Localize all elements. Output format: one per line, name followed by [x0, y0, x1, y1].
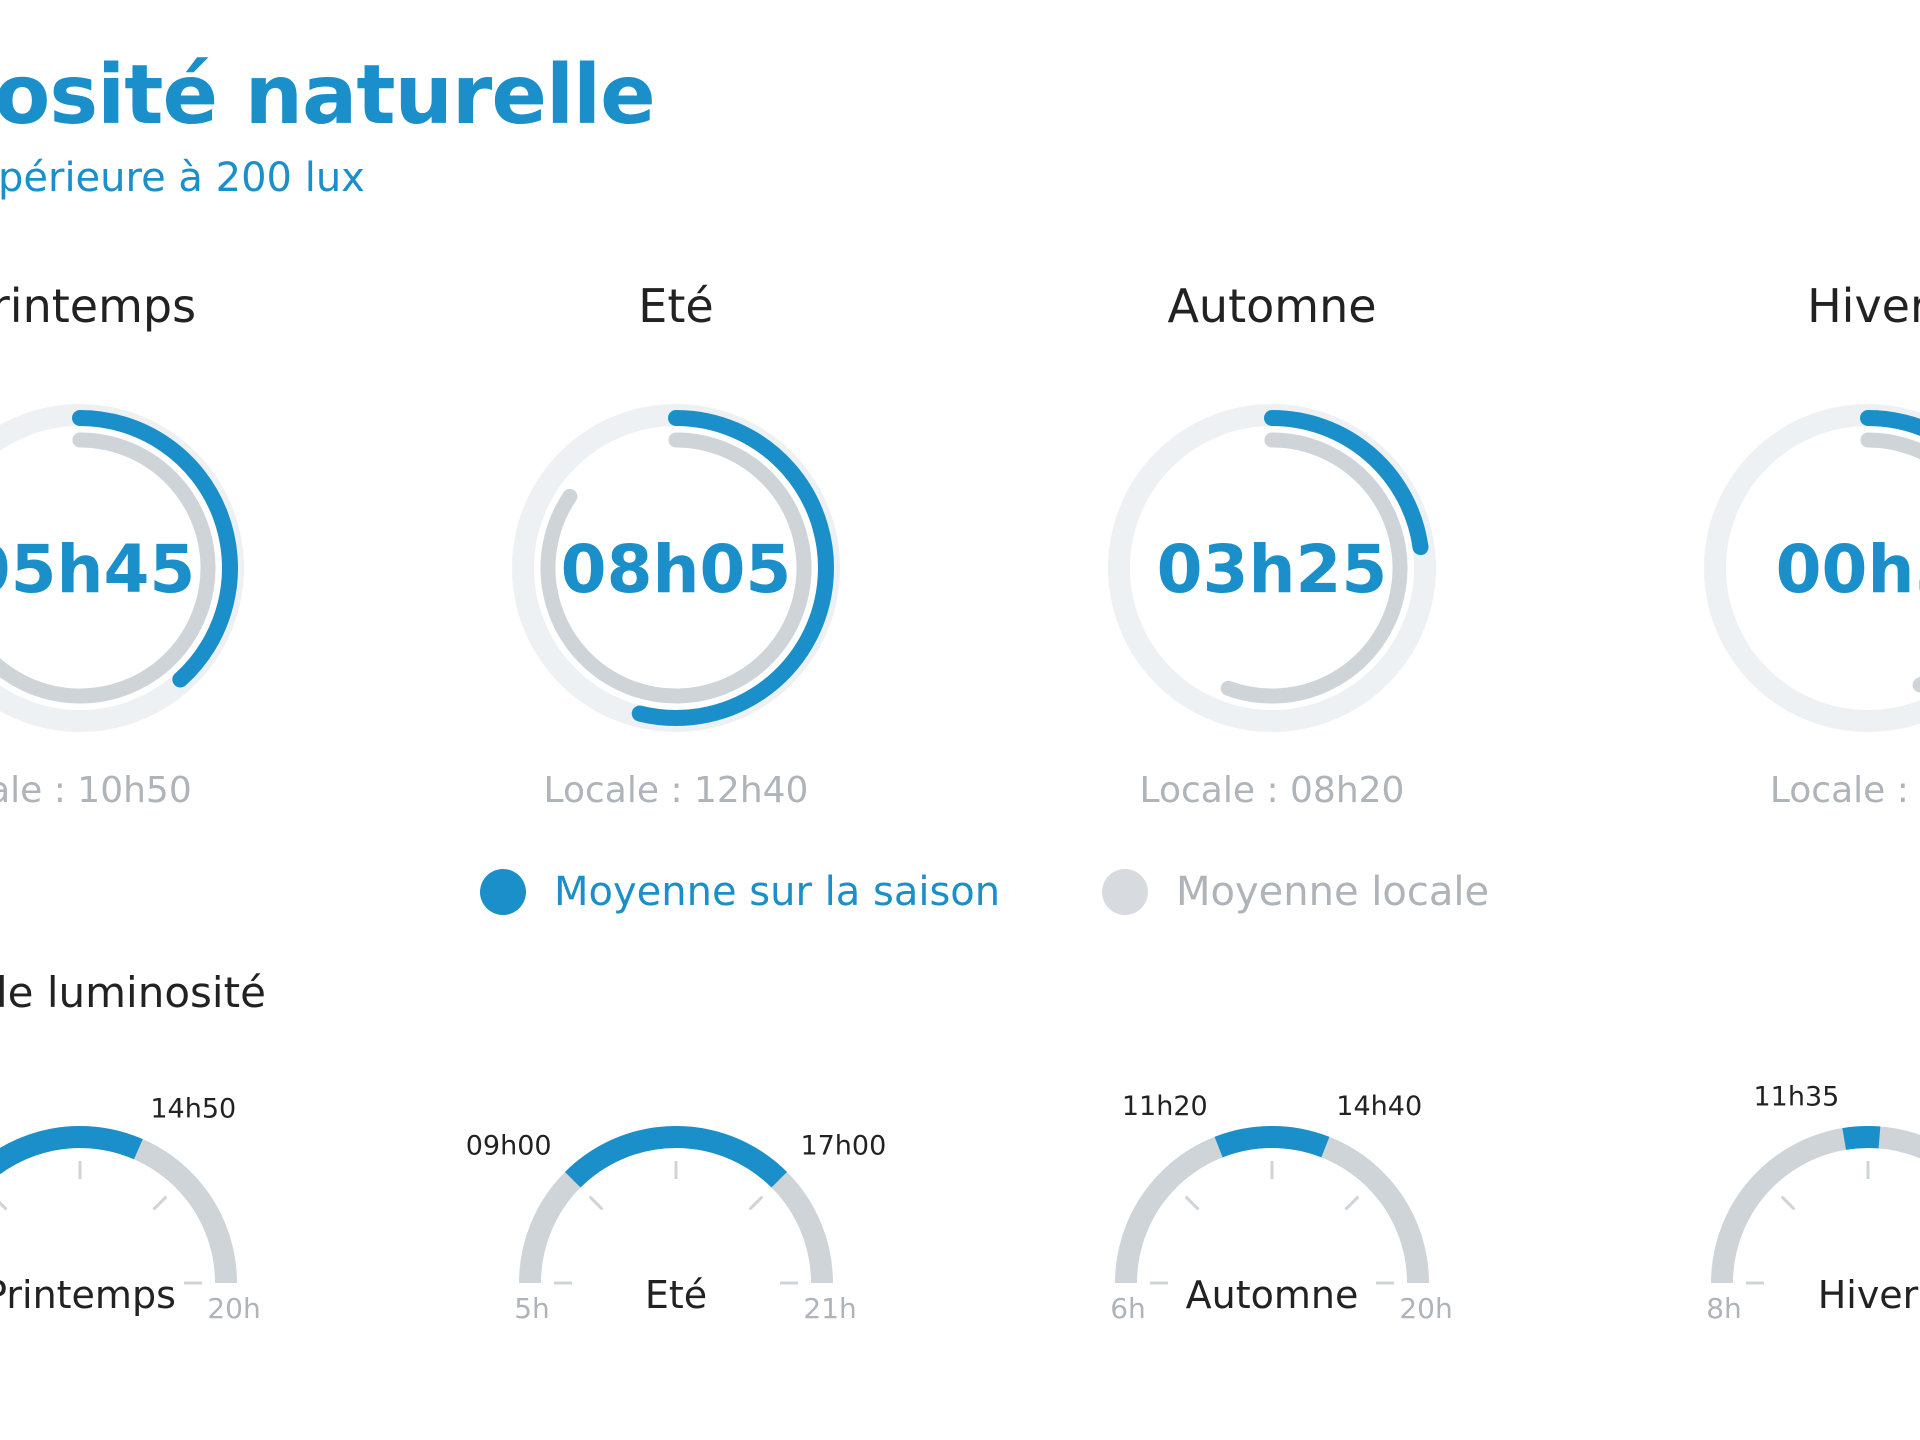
- page-subtitle: périeure à 200 lux: [0, 155, 365, 201]
- gauge-track-printemps: [0, 1126, 237, 1284]
- legend-local-label: Moyenne locale: [1176, 869, 1490, 915]
- radial-value-ete: 08h05: [561, 531, 792, 608]
- gauge-end-label-automne: 20h: [1399, 1292, 1452, 1325]
- gauge-start-label-hiver: 8h: [1706, 1292, 1742, 1325]
- legend-local: Moyenne locale: [1102, 862, 1489, 922]
- gauge-title-hiver: Hiver: [1818, 1273, 1919, 1317]
- gauge-title-printemps: Printemps: [0, 1273, 176, 1317]
- radial-season-arc-ete: [631, 410, 834, 726]
- gauge-highlight-hiver: [1842, 1126, 1881, 1150]
- gauge-highlight-printemps: [0, 1126, 143, 1175]
- legend-season: Moyenne sur la saison: [480, 862, 1000, 922]
- radial-title-printemps: Printemps: [0, 279, 196, 333]
- gauge-tick-printemps-3: [152, 1195, 168, 1211]
- radial-automne: Automne 03h25 Locale : 08h20: [1108, 279, 1436, 811]
- radial-local-label-automne: Locale : 08h20: [1140, 770, 1405, 811]
- gauge-start-label-automne: 6h: [1110, 1292, 1146, 1325]
- radial-hiver: Hiver 00h5 Locale : 0€: [1704, 279, 1920, 811]
- radial-title-hiver: Hiver: [1807, 279, 1920, 333]
- radial-ete: Eté 08h05 Locale : 12h40: [512, 279, 840, 811]
- gauge-tick-ete-3: [748, 1195, 764, 1211]
- radial-season-arc-hiver: [1860, 410, 1920, 436]
- gauge-tick-ete-1: [588, 1195, 604, 1211]
- gauge-highlight-automne: [1214, 1126, 1330, 1158]
- legend-season-dot: [480, 869, 526, 915]
- legend-season-label: Moyenne sur la saison: [554, 869, 1001, 915]
- radial-title-ete: Eté: [638, 279, 713, 333]
- gauge-title-automne: Automne: [1186, 1273, 1359, 1317]
- radial-local-arc-hiver: [1860, 432, 1920, 693]
- gauge-highlight-end-label-ete: 17h00: [800, 1131, 886, 1162]
- gauge-highlight-start-label-hiver: 11h35: [1753, 1081, 1839, 1112]
- radial-season-arc-printemps: [72, 410, 238, 688]
- radial-local-label-hiver: Locale : 0€: [1770, 770, 1920, 811]
- radial-title-automne: Automne: [1167, 279, 1376, 333]
- gauge-tick-automne-1: [1184, 1195, 1200, 1211]
- gauge-tick-hiver-1: [1780, 1195, 1796, 1211]
- radial-season-arc-automne: [1264, 410, 1429, 556]
- radial-value-automne: 03h25: [1157, 531, 1388, 608]
- radial-value-hiver: 00h5: [1776, 531, 1920, 608]
- gauge-printemps: Printemps 20h 14h50: [0, 1094, 261, 1325]
- gauge-ete: Eté 5h 21h 09h00 17h00: [466, 1126, 886, 1325]
- radial-value-printemps: 05h45: [0, 531, 195, 608]
- gauge-title-ete: Eté: [645, 1273, 707, 1317]
- gauge-highlight-end-label-printemps: 14h50: [150, 1094, 236, 1125]
- gauge-end-label-printemps: 20h: [207, 1292, 260, 1325]
- gauge-track-ete: [519, 1126, 833, 1284]
- gauge-track-hiver: [1711, 1126, 1920, 1284]
- radial-local-label-printemps: cale : 10h50: [0, 770, 192, 811]
- radial-printemps: Printemps 05h45 cale : 10h50: [0, 279, 244, 811]
- radial-local-arc-automne: [1220, 432, 1408, 704]
- section-title-duration: le luminosité: [0, 968, 266, 1017]
- radial-local-arc-ete: [540, 432, 812, 704]
- gauge-automne: Automne 6h 20h 11h20 14h40: [1110, 1091, 1452, 1325]
- gauge-highlight-ete: [564, 1126, 788, 1188]
- gauge-end-label-ete: 21h: [803, 1292, 856, 1325]
- gauge-start-label-ete: 5h: [514, 1292, 550, 1325]
- gauge-tick-printemps-1: [0, 1200, 8, 1211]
- radial-local-label-ete: Locale : 12h40: [544, 770, 809, 811]
- gauge-highlight-start-label-ete: 09h00: [466, 1131, 552, 1162]
- legend-local-dot: [1102, 869, 1148, 915]
- gauge-highlight-start-label-automne: 11h20: [1122, 1091, 1208, 1122]
- gauge-track-automne: [1115, 1126, 1429, 1284]
- page-title: osité naturelle: [0, 48, 656, 143]
- radial-local-arc-printemps: [0, 432, 216, 704]
- gauge-tick-automne-3: [1344, 1195, 1360, 1211]
- gauge-hiver: Hiver 8h 11h35: [1706, 1081, 1920, 1325]
- gauge-highlight-end-label-automne: 14h40: [1336, 1091, 1422, 1122]
